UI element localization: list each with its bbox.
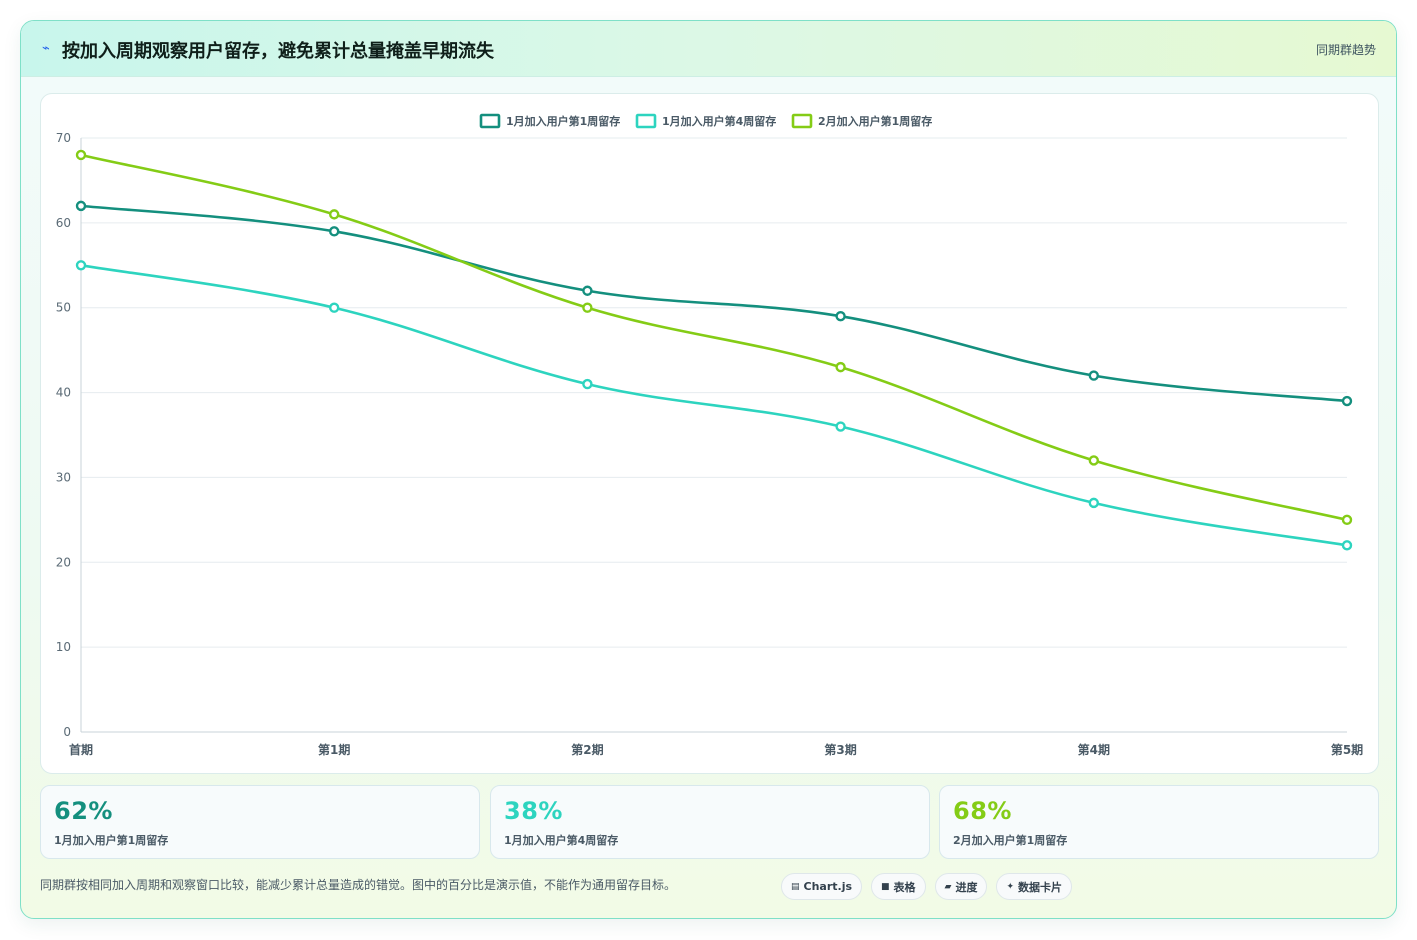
legend-swatch [791,113,813,129]
kpi-card-1: 62% 1月加入用户第1周留存 [40,785,480,859]
data-point [75,200,87,212]
table-icon: ▤ [791,881,800,892]
x-tick-label: 第3期 [824,742,856,757]
data-point [75,149,87,161]
chip-label: Chart.js [803,880,853,893]
legend-label: 1月加入用户第1周留存 [506,114,620,128]
kpi-label-3: 2月加入用户第1周留存 [953,834,1068,847]
x-tick-label: 首期 [69,742,93,757]
chip-progress[interactable]: ▰ 进度 [934,873,988,900]
data-point [329,302,340,313]
data-point [1088,370,1100,381]
data-point [1088,497,1100,509]
series-line-2 [80,264,1348,547]
data-point [75,260,87,271]
y-tick-label: 70 [56,131,71,145]
legend-label: 1月加入用户第4周留存 [662,114,776,128]
card-header: ⌁ 按加入周期观察用户留存，避免累计总量掩盖早期流失 同期群趋势 [21,21,1396,77]
y-tick-label: 30 [56,470,71,484]
chip-label: 进度 [955,880,978,894]
sparkle-icon: ✦ [1006,881,1015,892]
y-tick-label: 0 [63,725,71,739]
series-line-3 [80,153,1348,522]
x-tick-label: 第1期 [318,742,350,757]
y-tick-label: 10 [56,640,71,654]
header-tag: 同期群趋势 [1315,43,1376,57]
legend-swatch [635,113,657,129]
kpi-label-1: 1月加入用户第1周留存 [54,834,169,847]
x-tick-label: 第2期 [571,742,603,757]
legend-swatch [479,113,501,129]
data-point [1341,395,1353,407]
kpi-card-3: 68% 2月加入用户第1周留存 [939,785,1379,859]
chip-data-cards[interactable]: ✦ 数据卡片 [996,873,1073,900]
chart-canvas: 0 10 20 30 40 50 60 70 首期 第1期 第2期 第3期 第4期 第5期 1月加入用户第1… [56,113,1363,757]
footnote: 同期群按相同加入周期和观察窗口比较，能减少累计总量造成的错觉。图中的百分比是演示… [40,878,677,892]
data-point [1341,514,1353,526]
data-point [835,421,846,432]
data-point [329,209,340,220]
chip-label: 数据卡片 [1018,880,1063,894]
data-point [1341,540,1353,551]
y-tick-label: 40 [56,386,71,400]
data-point [329,226,340,237]
legend-label: 2月加入用户第1周留存 [818,114,932,128]
x-tick-label: 第4期 [1078,742,1110,757]
data-point [582,302,593,313]
data-point [1088,455,1100,466]
y-tick-label: 20 [56,555,71,569]
data-point [582,378,593,390]
kpi-card-2: 38% 1月加入用户第4周留存 [490,785,930,859]
kpi-value-1: 62% [54,797,113,825]
kpi-label-2: 1月加入用户第4周留存 [504,834,619,847]
data-point [582,285,593,296]
chip-table[interactable]: ■ 表格 [871,873,926,900]
data-point [835,361,846,373]
kpi-value-2: 38% [504,797,563,825]
kpi-value-3: 68% [953,797,1012,825]
chart-card: ⌁ 按加入周期观察用户留存，避免累计总量掩盖早期流失 同期群趋势 0 10 20 30… [20,20,1397,919]
series-line-1 [80,204,1348,403]
folder-icon: ▰ [944,881,952,892]
line-chart: 0 10 20 30 40 50 60 70 首期 第1期 第2期 第3期 第4期 第5期 1月加入用户第1… [40,93,1379,774]
tech-chips: ▤ Chart.js ■ 表格 ▰ 进度 ✦ 数据卡片 [781,873,1073,900]
y-tick-label: 60 [56,216,71,230]
card-title: 按加入周期观察用户留存，避免累计总量掩盖早期流失 [62,41,494,62]
bolt-icon: ⌁ [42,41,50,56]
data-point [835,310,846,322]
chip-label: 表格 [893,880,916,894]
grid-icon: ■ [881,881,890,892]
chip-chartjs[interactable]: ▤ Chart.js [781,873,863,900]
x-tick-label: 第5期 [1331,742,1363,757]
y-tick-label: 50 [56,301,71,315]
